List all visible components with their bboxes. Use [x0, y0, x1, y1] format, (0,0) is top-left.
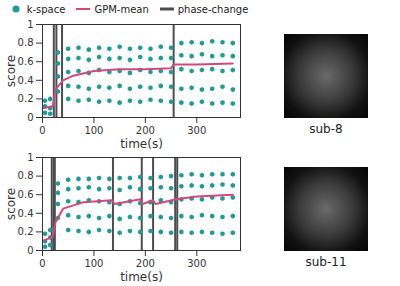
svg-text:200: 200: [136, 258, 155, 269]
svg-text:score: score: [4, 55, 18, 87]
svg-text:0: 0: [27, 112, 33, 123]
svg-text:0.2: 0.2: [18, 93, 34, 104]
svg-text:100: 100: [84, 125, 103, 136]
svg-text:0.4: 0.4: [18, 75, 34, 86]
svg-text:score: score: [4, 188, 18, 220]
svg-text:0: 0: [39, 258, 45, 269]
html-text:GPM-mean: GPM-mean: [94, 3, 149, 15]
svg-text:0.4: 0.4: [18, 208, 34, 219]
svg-text:0: 0: [27, 245, 33, 256]
svg-text:100: 100: [84, 258, 103, 269]
svg-text:0.8: 0.8: [18, 170, 34, 181]
svg-text:0: 0: [39, 125, 45, 136]
svg-text:0.6: 0.6: [18, 56, 34, 67]
html-text:sub-11: sub-11: [305, 254, 347, 269]
svg-text:time(s): time(s): [120, 137, 163, 151]
html-text:sub-8: sub-8: [309, 121, 343, 136]
svg-text:1: 1: [27, 19, 33, 30]
svg-text:0.6: 0.6: [18, 189, 34, 200]
svg-text:200: 200: [136, 125, 155, 136]
svg-text:0.8: 0.8: [18, 37, 34, 48]
svg-text:300: 300: [187, 258, 206, 269]
svg-text:1: 1: [27, 152, 33, 163]
html-text:phase-change: phase-change: [177, 3, 249, 15]
svg-text:300: 300: [187, 125, 206, 136]
svg-text:time(s): time(s): [120, 270, 163, 284]
html-text:k-space: k-space: [26, 3, 66, 15]
svg-text:0.2: 0.2: [18, 226, 34, 237]
